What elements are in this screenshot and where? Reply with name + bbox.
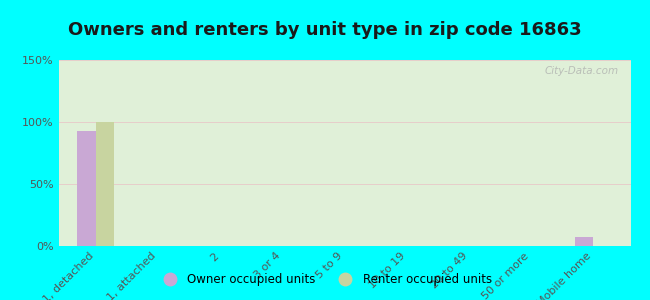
Bar — [77, 131, 96, 246]
Text: Owners and renters by unit type in zip code 16863: Owners and renters by unit type in zip c… — [68, 21, 582, 39]
Bar — [575, 237, 593, 246]
Text: City-Data.com: City-Data.com — [545, 66, 619, 76]
Legend: Owner occupied units, Renter occupied units: Owner occupied units, Renter occupied un… — [153, 269, 497, 291]
Bar — [96, 122, 114, 246]
